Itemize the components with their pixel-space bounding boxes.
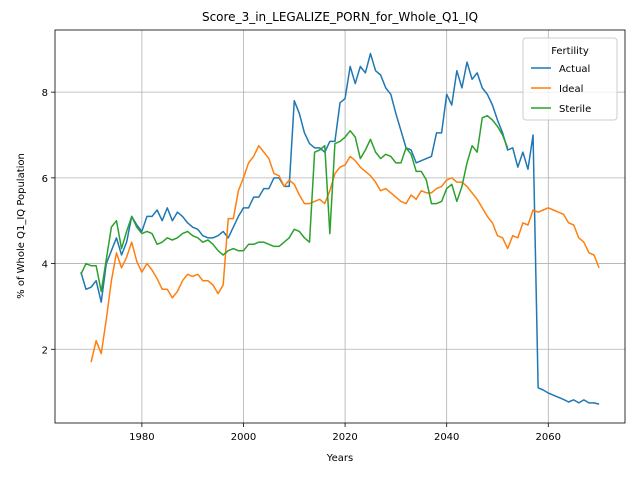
legend: Fertility Actual Ideal Sterile — [522, 37, 618, 121]
y-tick-label: 2 — [42, 345, 48, 356]
plot-frame — [54, 29, 626, 424]
y-tick-label: 6 — [42, 174, 48, 185]
line-series — [80, 52, 600, 405]
x-tick-label: 2040 — [434, 432, 459, 443]
x-tick-label: 2000 — [231, 432, 256, 443]
x-tick-label: 1980 — [129, 432, 154, 443]
chart-title: Score_3_in_LEGALIZE_PORN_for_Whole_Q1_IQ — [202, 10, 478, 24]
legend-label: Sterile — [559, 104, 591, 115]
legend-label: Actual — [559, 64, 590, 75]
x-tick-label: 2020 — [332, 432, 357, 443]
x-axis-label: Years — [326, 453, 353, 464]
line-series — [90, 144, 600, 363]
line-series — [80, 114, 509, 293]
y-axis-label: % of Whole Q1_IQ Population — [16, 153, 27, 299]
x-tick-label: 2060 — [536, 432, 561, 443]
y-tick-label: 4 — [42, 260, 48, 271]
legend-box — [522, 37, 618, 121]
legend-label: Ideal — [559, 84, 583, 95]
legend-title: Fertility — [551, 46, 589, 57]
y-tick-label: 8 — [42, 88, 48, 99]
